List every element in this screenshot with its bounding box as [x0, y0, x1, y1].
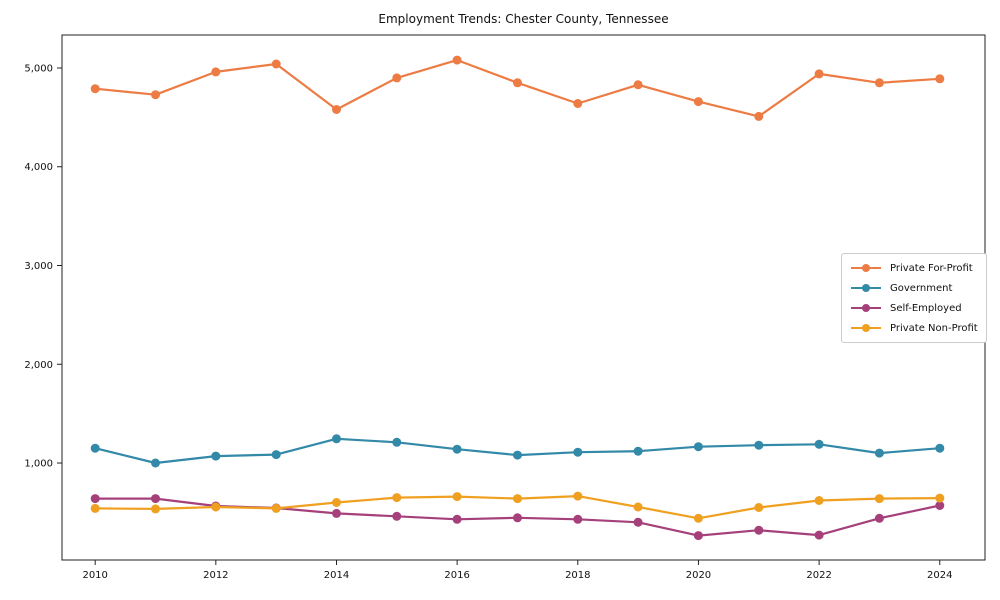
x-axis-tick-label: 2024 — [927, 570, 952, 581]
legend-label: Government — [890, 282, 953, 294]
data-point — [452, 514, 462, 524]
data-point — [513, 513, 522, 523]
data-point — [211, 451, 221, 461]
data-point — [392, 511, 402, 521]
data-point — [332, 434, 341, 444]
data-point — [151, 458, 160, 468]
data-point — [513, 450, 522, 460]
data-point — [693, 442, 703, 452]
data-point — [211, 67, 221, 77]
data-point — [814, 530, 824, 540]
data-point — [151, 90, 160, 100]
legend-marker-icon — [851, 284, 881, 292]
x-axis-tick-label: 2018 — [565, 570, 590, 581]
legend-dot-icon — [862, 284, 870, 292]
legend-item: Government — [851, 281, 978, 295]
y-axis-tick-label: 3,000 — [24, 261, 53, 272]
data-point — [573, 514, 583, 524]
x-axis-tick-label: 2020 — [686, 570, 711, 581]
data-point — [935, 74, 945, 84]
data-point — [151, 494, 160, 504]
data-point — [874, 78, 884, 88]
x-axis-tick-label: 2012 — [203, 570, 228, 581]
data-point — [392, 437, 402, 447]
data-point — [151, 504, 160, 514]
legend-marker-icon — [851, 324, 881, 332]
x-axis-tick-label: 2022 — [806, 570, 831, 581]
y-axis-tick-label: 1,000 — [24, 459, 53, 470]
data-point — [90, 494, 100, 504]
legend-item: Private Non-Profit — [851, 321, 978, 335]
data-point — [633, 80, 643, 90]
data-point — [90, 84, 100, 94]
data-point — [935, 501, 945, 510]
x-axis-tick-label: 2010 — [82, 570, 107, 581]
legend-marker-icon — [851, 304, 881, 312]
data-point — [633, 517, 643, 527]
legend-label: Private For-Profit — [890, 262, 973, 274]
x-axis-tick-label: 2014 — [324, 570, 349, 581]
data-point — [935, 443, 945, 453]
data-point — [573, 491, 583, 501]
data-point — [573, 99, 583, 108]
y-axis-tick-label: 4,000 — [24, 162, 53, 173]
data-point — [332, 105, 341, 114]
data-point — [452, 492, 462, 502]
data-point — [211, 502, 221, 512]
data-point — [693, 513, 703, 523]
legend-item: Self-Employed — [851, 301, 978, 315]
data-point — [754, 503, 764, 512]
data-point — [935, 493, 945, 503]
legend-dot-icon — [862, 264, 870, 272]
y-axis-tick-label: 2,000 — [24, 360, 53, 371]
data-point — [573, 447, 583, 457]
data-point — [814, 439, 824, 449]
data-point — [332, 498, 341, 507]
data-point — [633, 446, 643, 456]
data-point — [754, 111, 764, 121]
data-point — [271, 59, 281, 69]
data-point — [452, 55, 462, 65]
data-point — [633, 502, 643, 512]
legend-label: Private Non-Profit — [890, 322, 978, 334]
legend-dot-icon — [862, 324, 870, 332]
data-point — [271, 503, 281, 513]
data-point — [754, 440, 764, 450]
data-point — [90, 443, 100, 453]
data-point — [452, 444, 462, 454]
data-point — [271, 450, 281, 460]
data-point — [392, 73, 402, 83]
data-point — [874, 448, 884, 458]
data-point — [332, 508, 341, 518]
legend-marker-icon — [851, 264, 881, 272]
y-axis-tick-label: 5,000 — [24, 63, 53, 74]
data-point — [693, 531, 703, 541]
series-line-private-for-profit — [94, 59, 941, 118]
data-point — [754, 525, 764, 535]
data-point — [513, 78, 522, 88]
series-layer — [90, 55, 945, 541]
legend-label: Self-Employed — [890, 302, 962, 314]
data-point — [90, 503, 100, 513]
data-point — [874, 513, 884, 523]
legend-item: Private For-Profit — [851, 261, 978, 275]
legend-dot-icon — [862, 304, 870, 312]
data-point — [513, 494, 522, 504]
data-point — [874, 494, 884, 504]
chart-title: Employment Trends: Chester County, Tenne… — [378, 12, 669, 26]
data-point — [814, 69, 824, 79]
data-point — [693, 97, 703, 107]
data-point — [392, 493, 402, 503]
data-point — [814, 496, 824, 505]
x-axis-tick-label: 2016 — [444, 570, 469, 581]
legend-box: Private For-Profit Government Self-Employe… — [841, 253, 987, 343]
